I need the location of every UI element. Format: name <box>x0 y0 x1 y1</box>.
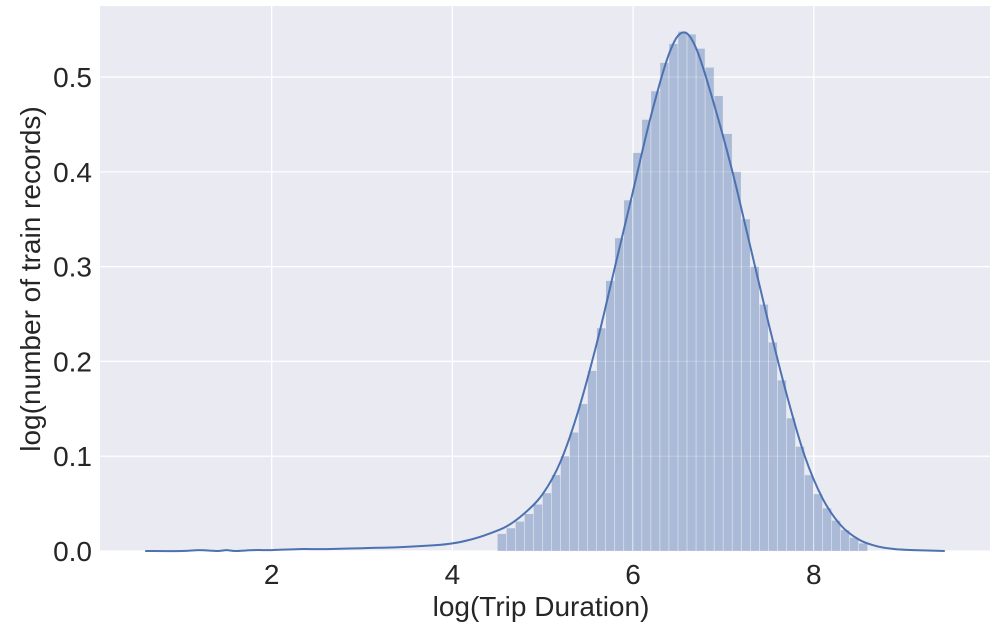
x-axis-label: log(Trip Duration) <box>433 591 650 622</box>
histogram-bar <box>858 543 868 551</box>
histogram-bar <box>605 280 615 551</box>
histogram-bar <box>795 446 805 551</box>
x-tick-label: 2 <box>264 559 280 590</box>
histogram-bar <box>669 43 678 551</box>
histogram-bar <box>515 521 525 551</box>
histogram-bar <box>696 48 705 552</box>
histogram-bar <box>569 432 579 551</box>
x-tick-labels: 2 4 6 8 <box>264 559 822 590</box>
histogram-bars <box>497 31 868 552</box>
histogram-bar <box>587 370 597 551</box>
histogram-bar <box>596 328 606 551</box>
histogram-bar <box>750 266 759 551</box>
x-tick-label: 8 <box>806 559 822 590</box>
histogram-bar <box>732 171 741 551</box>
histogram-bar <box>840 530 850 551</box>
histogram-bar <box>533 504 543 551</box>
y-tick-labels: 0.0 0.1 0.2 0.3 0.4 0.5 <box>53 62 92 567</box>
histogram-bar <box>831 520 841 551</box>
histogram-bar <box>578 404 588 551</box>
histogram-bar <box>687 34 696 551</box>
histogram-bar <box>506 528 516 551</box>
histogram-bar <box>705 67 714 551</box>
histogram-bar <box>813 494 823 551</box>
histogram-bar <box>804 475 814 551</box>
histogram-bar <box>741 219 750 551</box>
histogram-bar <box>633 152 642 552</box>
histogram-bar <box>651 91 660 551</box>
histogram-bar <box>714 96 723 551</box>
y-tick-label: 0.4 <box>53 157 92 188</box>
y-tick-label: 0.0 <box>53 536 92 567</box>
y-tick-label: 0.1 <box>53 441 92 472</box>
histogram-bar <box>524 514 534 551</box>
histogram-bar <box>542 493 552 551</box>
histogram-bar <box>660 62 669 551</box>
histogram-bar <box>642 119 651 551</box>
histogram-bar <box>624 200 633 551</box>
histogram-bar <box>768 342 778 551</box>
histogram-bar <box>551 475 561 551</box>
histogram-bar <box>723 133 732 551</box>
histogram-bar <box>786 418 796 551</box>
histogram-bar <box>822 508 832 551</box>
histogram-bar <box>497 533 506 551</box>
y-tick-label: 0.3 <box>53 252 92 283</box>
histogram-bar <box>849 537 859 551</box>
y-axis-label: log(number of train records) <box>15 106 46 451</box>
histogram-bar <box>560 456 570 551</box>
x-tick-label: 4 <box>445 559 461 590</box>
histogram-bar <box>678 31 687 551</box>
histogram-bar <box>615 238 624 551</box>
plot-background <box>100 6 990 551</box>
histogram-bar <box>777 380 787 551</box>
histogram-bar <box>759 304 769 551</box>
x-tick-label: 6 <box>625 559 641 590</box>
kde-curve <box>145 31 945 553</box>
y-tick-label: 0.2 <box>53 346 92 377</box>
y-tick-label: 0.5 <box>53 62 92 93</box>
